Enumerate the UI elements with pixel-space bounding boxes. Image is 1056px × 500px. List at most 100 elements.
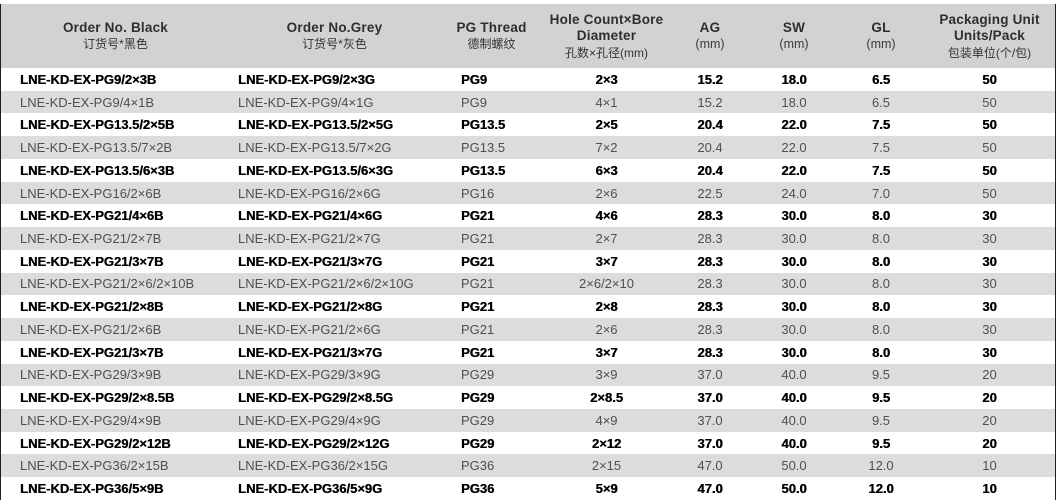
cell-sw: 18.0 — [781, 94, 807, 110]
table-row: LNE-KD-EX-PG13.5/2×5B LNE-KD-EX-PG13.5/2×… — [1, 113, 1055, 137]
cell-holes: 5×9 — [595, 481, 618, 497]
table-body: LNE-KD-EX-PG9/2×3B LNE-KD-EX-PG9/2×3G PG9 2… — [1, 68, 1055, 500]
table-row: LNE-KD-EX-PG21/2×6/2×10B LNE-KD-EX-PG21/2… — [1, 272, 1055, 296]
cell-ag: 47.0 — [697, 481, 723, 497]
table-row: LNE-KD-EX-PG36/5×9B LNE-KD-EX-PG36/5×9G PG… — [1, 477, 1055, 500]
cell-holes: 2×3 — [595, 71, 618, 87]
cell-pack: 20 — [982, 412, 997, 428]
cell-order-black: LNE-KD-EX-PG21/2×6B — [20, 321, 162, 337]
table-row: LNE-KD-EX-PG21/3×7B LNE-KD-EX-PG21/3×7G PG… — [1, 340, 1055, 364]
cell-sw: 40.0 — [781, 390, 807, 406]
cell-order-grey: LNE-KD-EX-PG16/2×6G — [238, 185, 381, 201]
col-header-label-zh: 订货号*黑色 — [83, 37, 148, 52]
cell-pg-thread: PG16 — [461, 185, 495, 201]
cell-order-black: LNE-KD-EX-PG36/2×15B — [20, 458, 169, 474]
cell-sw: 30.0 — [781, 208, 807, 224]
cell-sw: 22.0 — [781, 140, 807, 156]
cell-pg-thread: PG29 — [461, 412, 495, 428]
cell-order-black: LNE-KD-EX-PG21/3×7B — [20, 344, 164, 360]
cell-pg-thread: PG13.5 — [461, 140, 506, 156]
table-row: LNE-KD-EX-PG13.5/7×2B LNE-KD-EX-PG13.5/7×… — [1, 136, 1055, 159]
col-header-order-grey: Order No.Grey 订货号*灰色 — [230, 4, 439, 68]
cell-order-black: LNE-KD-EX-PG13.5/6×3B — [20, 162, 175, 178]
cell-holes: 2×15 — [591, 458, 622, 474]
col-header-label: Order No. Black — [62, 19, 169, 35]
table-row: LNE-KD-EX-PG9/4×1B LNE-KD-EX-PG9/4×1G PG9 4… — [1, 90, 1055, 114]
cell-pg-thread: PG21 — [461, 208, 495, 224]
cell-pack: 30 — [982, 253, 997, 269]
table-row: LNE-KD-EX-PG29/2×8.5B LNE-KD-EX-PG29/2×8.… — [1, 386, 1055, 410]
col-header-gl: GL (mm) — [837, 4, 925, 68]
cell-sw: 30.0 — [781, 344, 807, 360]
cell-order-grey: LNE-KD-EX-PG13.5/7×2G — [238, 140, 392, 156]
col-header-order-black: Order No. Black 订货号*黑色 — [1, 4, 230, 68]
cell-holes: 2×7 — [595, 231, 618, 246]
cell-gl: 8.0 — [871, 231, 891, 246]
cell-gl: 8.0 — [871, 276, 891, 292]
cell-pack: 50 — [982, 140, 997, 156]
cell-order-grey: LNE-KD-EX-PG21/2×8G — [238, 299, 383, 315]
table-row: LNE-KD-EX-PG29/2×12B LNE-KD-EX-PG29/2×12G… — [1, 431, 1055, 455]
cell-holes: 3×7 — [595, 344, 618, 360]
cell-order-grey: LNE-KD-EX-PG9/2×3G — [238, 71, 375, 87]
cell-holes: 2×8.5 — [590, 390, 623, 406]
cell-pg-thread: PG21 — [461, 231, 495, 246]
cell-order-black: LNE-KD-EX-PG21/3×7B — [20, 253, 164, 269]
col-header-packaging: Packaging Unit Units/Pack 包装单位(个/包) — [925, 4, 1054, 68]
table-row: LNE-KD-EX-PG21/4×6B LNE-KD-EX-PG21/4×6G PG… — [1, 204, 1055, 228]
cell-order-black: LNE-KD-EX-PG13.5/2×5B — [20, 117, 175, 133]
cell-gl: 6.5 — [871, 94, 891, 110]
cell-order-grey: LNE-KD-EX-PG21/4×6G — [238, 208, 383, 224]
table-row: LNE-KD-EX-PG21/3×7B LNE-KD-EX-PG21/3×7G PG… — [1, 249, 1055, 273]
cell-sw: 40.0 — [781, 367, 807, 383]
cell-ag: 28.3 — [697, 276, 723, 292]
col-header-label-zh: 孔数×孔径(mm) — [565, 45, 648, 60]
cell-pg-thread: PG13.5 — [461, 162, 506, 178]
cell-pg-thread: PG13.5 — [461, 117, 506, 133]
cell-gl: 8.0 — [871, 208, 891, 224]
cell-order-black: LNE-KD-EX-PG21/2×6/2×10B — [20, 276, 195, 292]
col-header-label: SW — [782, 20, 806, 36]
cell-pg-thread: PG21 — [461, 344, 495, 360]
cell-gl: 8.0 — [871, 344, 891, 360]
cell-ag: 37.0 — [697, 412, 723, 428]
cell-order-grey: LNE-KD-EX-PG13.5/2×5G — [238, 117, 393, 133]
cell-ag: 37.0 — [697, 435, 723, 451]
cell-pg-thread: PG9 — [461, 94, 488, 110]
cell-order-black: LNE-KD-EX-PG13.5/7×2B — [20, 140, 173, 156]
cell-order-grey: LNE-KD-EX-PG21/3×7G — [238, 344, 383, 360]
cell-pack: 30 — [982, 276, 997, 292]
cell-holes: 4×6 — [595, 208, 618, 224]
table-row: LNE-KD-EX-PG21/2×7B LNE-KD-EX-PG21/2×7G PG… — [1, 227, 1055, 250]
col-header-label-zh: 德制螺纹 — [467, 37, 516, 52]
col-header-pg-thread: PG Thread 德制螺纹 — [439, 4, 544, 68]
cell-holes: 7×2 — [595, 140, 618, 156]
cell-ag: 20.4 — [697, 117, 723, 133]
cell-sw: 30.0 — [781, 231, 807, 246]
col-header-label: PG Thread — [456, 19, 527, 35]
cell-gl: 7.0 — [871, 185, 891, 201]
cell-order-grey: LNE-KD-EX-PG21/2×6G — [238, 321, 381, 337]
cell-pg-thread: PG29 — [461, 367, 495, 383]
cell-gl: 9.5 — [871, 435, 891, 451]
col-header-hole-count: Hole Count×Bore Diameter 孔数×孔径(mm) — [544, 4, 669, 68]
cell-pg-thread: PG36 — [461, 458, 495, 474]
cell-gl: 12.0 — [868, 481, 894, 497]
cell-ag: 20.4 — [697, 140, 723, 156]
col-header-sw: SW (mm) — [751, 4, 837, 68]
cell-sw: 30.0 — [781, 253, 807, 269]
cell-order-grey: LNE-KD-EX-PG9/4×1G — [238, 94, 374, 110]
cell-ag: 22.5 — [697, 185, 723, 201]
cell-holes: 4×1 — [595, 94, 618, 110]
cell-sw: 40.0 — [781, 435, 807, 451]
cell-sw: 30.0 — [781, 321, 807, 337]
cell-ag: 28.3 — [697, 344, 723, 360]
cell-order-black: LNE-KD-EX-PG9/4×1B — [20, 94, 155, 110]
cell-pg-thread: PG21 — [461, 321, 495, 337]
cell-holes: 6×3 — [595, 162, 618, 178]
col-header-unit: (mm) — [695, 36, 725, 51]
cell-order-grey: LNE-KD-EX-PG29/2×8.5G — [238, 390, 393, 406]
cell-gl: 7.5 — [871, 162, 891, 178]
table-row: LNE-KD-EX-PG16/2×6B LNE-KD-EX-PG16/2×6G PG… — [1, 181, 1055, 205]
cell-order-black: LNE-KD-EX-PG29/2×12B — [20, 435, 171, 451]
